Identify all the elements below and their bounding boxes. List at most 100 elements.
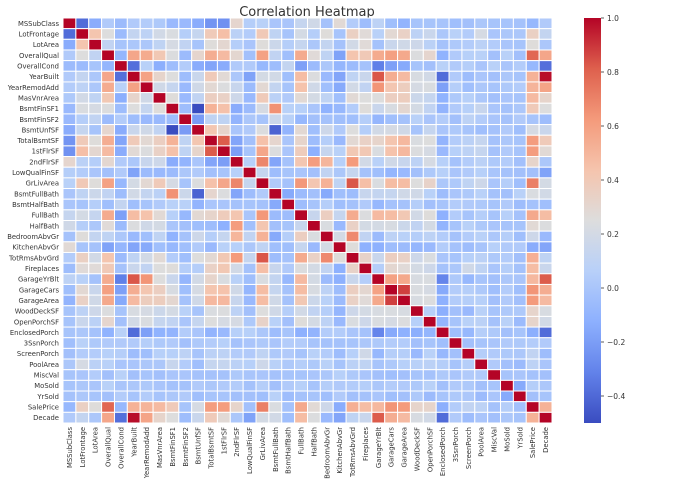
heatmap-cell-SalePrice-GarageArea [397, 401, 411, 413]
heatmap-cell-HalfBath-OverallQual [101, 220, 115, 232]
heatmap-cell-BedroomAbvGr-Fireplaces [358, 230, 373, 243]
heatmap-cell-BsmtFullBath-ScreenPorch [461, 188, 476, 200]
heatmap-cell-HalfBath-ScreenPorch [461, 220, 476, 232]
heatmap-cell-MoSold-YrSold [512, 379, 527, 392]
heatmap-cell-WoodDeckSF-TotalBsmtSF [204, 305, 218, 317]
heatmap-cell-Decade-YearBuilt [126, 411, 141, 424]
heatmap-cell-1stFlrSF-BsmtHalfBath [281, 145, 296, 158]
heatmap-cell-BedroomAbvGr-3SsnPorch [448, 230, 463, 243]
heatmap-cell-TotalBsmtSF-BsmtHalfBath [281, 134, 296, 147]
heatmap-cell-MiscVal-1stFlrSF [216, 369, 231, 381]
heatmap-cell-MiscVal-LotFrontage [75, 369, 90, 381]
heatmap-cell-MasVnrArea-BsmtUnfSF [191, 92, 206, 104]
heatmap-cell-Fireplaces-GarageArea [397, 262, 411, 275]
heatmap-cell-BsmtFinSF2-2ndFlrSF [229, 113, 244, 126]
heatmap-cell-GarageArea-BsmtFinSF1 [165, 294, 180, 307]
heatmap-cell-TotalBsmtSF-GarageArea [397, 134, 411, 147]
heatmap-cell-GrLivArea-BsmtFinSF2 [178, 177, 193, 190]
heatmap-cell-3SsnPorch-BsmtUnfSF [191, 337, 206, 349]
heatmap-cell-SalePrice-FullBath [294, 401, 309, 413]
heatmap-cell-2ndFlrSF-BsmtHalfBath [281, 156, 296, 168]
heatmap-cell-OpenPorchSF-GarageArea [397, 315, 411, 328]
heatmap-cell-LowQualFinSF-BsmtFinSF1 [165, 166, 180, 179]
heatmap-cell-SalePrice-BsmtHalfBath [281, 401, 296, 413]
heatmap-cell-1stFlrSF-YrSold [512, 145, 527, 158]
heatmap-cell-BsmtHalfBath-Decade [538, 198, 553, 211]
heatmap-cell-OverallCond-FullBath [294, 60, 309, 72]
heatmap-cell-FullBath-SalePrice [525, 209, 540, 221]
heatmap-cell-BsmtHalfBath-FullBath [294, 198, 309, 211]
heatmap-cell-MSSubClass-BsmtHalfBath [281, 17, 296, 30]
heatmap-cell-MiscVal-Decade [538, 369, 553, 381]
heatmap-cell-MoSold-KitchenAbvGr [332, 379, 347, 392]
heatmap-cell-MiscVal-MasVnrArea [152, 369, 167, 381]
heatmap-cell-LotArea-Decade [538, 38, 553, 51]
heatmap-cell-OpenPorchSF-KitchenAbvGr [332, 315, 347, 328]
heatmap-cell-FullBath-3SsnPorch [448, 209, 463, 221]
heatmap-cell-Decade-Decade [538, 411, 553, 424]
heatmap-cell-HalfBath-Decade [538, 220, 553, 232]
heatmap-cell-TotalBsmtSF-BsmtFinSF1 [165, 134, 180, 147]
heatmap-cell-YrSold-TotalBsmtSF [204, 390, 218, 403]
heatmap-cell-YearRemodAdd-TotRmsAbvGrd [345, 81, 360, 94]
heatmap-cell-OpenPorchSF-LotArea [88, 315, 103, 328]
x-tick-label-SalePrice: SalePrice [529, 427, 537, 458]
heatmap-cell-BsmtUnfSF-SalePrice [525, 124, 540, 136]
heatmap-cell-MSSubClass-WoodDeckSF [409, 17, 424, 30]
heatmap-cell-MiscVal-LowQualFinSF [242, 369, 257, 381]
heatmap-cell-2ndFlrSF-MiscVal [487, 156, 502, 168]
heatmap-cell-FullBath-BsmtFullBath [268, 209, 283, 221]
heatmap-cell-BsmtFinSF2-OverallCond [113, 113, 128, 126]
heatmap-cell-OverallQual-GrLivArea [255, 49, 270, 62]
y-tick-label-LotArea: LotArea [33, 41, 59, 49]
heatmap-cell-Fireplaces-SalePrice [525, 262, 540, 275]
heatmap-cell-LotFrontage-OverallQual [101, 28, 115, 40]
heatmap-cell-OpenPorchSF-BsmtFinSF1 [165, 315, 180, 328]
heatmap-cell-YrSold-BedroomAbvGr [319, 390, 334, 403]
heatmap-cell-MiscVal-LotArea [88, 369, 103, 381]
heatmap-cell-BsmtUnfSF-Fireplaces [358, 124, 373, 136]
heatmap-cell-GrLivArea-OverallCond [113, 177, 128, 190]
heatmap-cell-3SsnPorch-TotalBsmtSF [204, 337, 218, 349]
heatmap-cell-FullBath-OpenPorchSF [422, 209, 437, 221]
heatmap-cell-MSSubClass-TotalBsmtSF [204, 17, 218, 30]
heatmap-cell-EnclosedPorch-TotalBsmtSF [204, 326, 218, 339]
heatmap-cell-ScreenPorch-KitchenAbvGr [332, 347, 347, 360]
heatmap-cell-GrLivArea-2ndFlrSF [229, 177, 244, 190]
heatmap-cell-WoodDeckSF-MSSubClass [62, 305, 77, 317]
colorbar-tick-label: −0.4 [607, 392, 625, 401]
heatmap-cell-EnclosedPorch-Fireplaces [358, 326, 373, 339]
x-tick-label-OverallQual: OverallQual [105, 427, 113, 467]
heatmap-cell-GarageArea-YrSold [512, 294, 527, 307]
heatmap-cell-GarageYrBlt-GarageCars [384, 273, 399, 285]
heatmap-cell-3SsnPorch-FullBath [294, 337, 309, 349]
heatmap-cell-BsmtFullBath-Fireplaces [358, 188, 373, 200]
heatmap-cell-1stFlrSF-LotArea [88, 145, 103, 158]
heatmap-cell-WoodDeckSF-WoodDeckSF [409, 305, 424, 317]
heatmap-cell-YearBuilt-OverallCond [113, 70, 128, 83]
heatmap-cell-OpenPorchSF-BsmtFinSF2 [178, 315, 193, 328]
heatmap-cell-EnclosedPorch-MoSold [500, 326, 514, 339]
heatmap-cell-OpenPorchSF-YrSold [512, 315, 527, 328]
heatmap-cell-OverallCond-SalePrice [525, 60, 540, 72]
heatmap-cell-MasVnrArea-TotalBsmtSF [204, 92, 218, 104]
heatmap-cell-1stFlrSF-OverallQual [101, 145, 115, 158]
heatmap-cell-2ndFlrSF-LowQualFinSF [242, 156, 257, 168]
heatmap-cell-YrSold-MoSold [500, 390, 514, 403]
heatmap-cell-OverallCond-1stFlrSF [216, 60, 231, 72]
colorbar-gradient [584, 18, 601, 423]
heatmap-cell-ScreenPorch-WoodDeckSF [409, 347, 424, 360]
heatmap-cell-WoodDeckSF-MiscVal [487, 305, 502, 317]
heatmap-cell-PoolArea-1stFlrSF [216, 358, 231, 371]
heatmap-cell-EnclosedPorch-2ndFlrSF [229, 326, 244, 339]
heatmap-cell-BsmtFinSF1-FullBath [294, 102, 309, 115]
heatmap-cell-EnclosedPorch-BsmtHalfBath [281, 326, 296, 339]
heatmap-cell-LotArea-LotFrontage [75, 38, 90, 51]
heatmap-cell-YearRemodAdd-BedroomAbvGr [319, 81, 334, 94]
heatmap-cell-SalePrice-MiscVal [487, 401, 502, 413]
heatmap-cell-MoSold-GarageYrBlt [371, 379, 386, 392]
heatmap-cell-BedroomAbvGr-ScreenPorch [461, 230, 476, 243]
heatmap-cell-KitchenAbvGr-Fireplaces [358, 241, 373, 253]
heatmap-cell-GrLivArea-3SsnPorch [448, 177, 463, 190]
